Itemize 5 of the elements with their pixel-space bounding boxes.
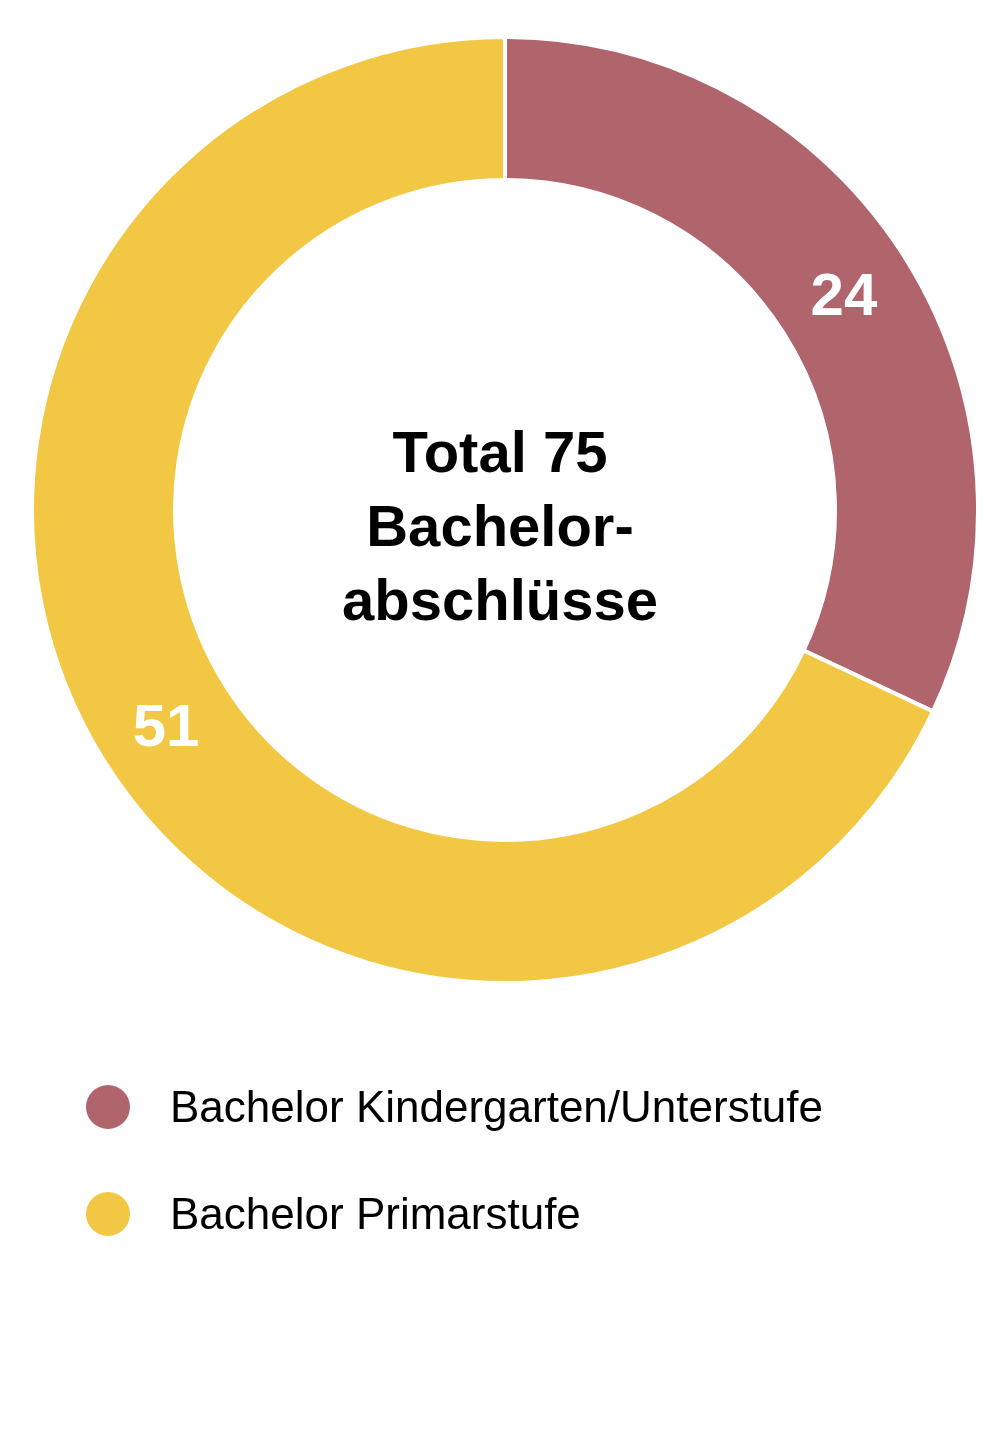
text: Total 75 Bachelor-abschlüsse [341, 418, 659, 634]
data-label: 51 [132, 691, 200, 759]
legend-label: Bachelor Primarstufe [170, 1188, 581, 1239]
data-label: 24 [810, 261, 878, 329]
legend-label: Bachelor Kindergarten/Unterstufe [170, 1081, 824, 1132]
